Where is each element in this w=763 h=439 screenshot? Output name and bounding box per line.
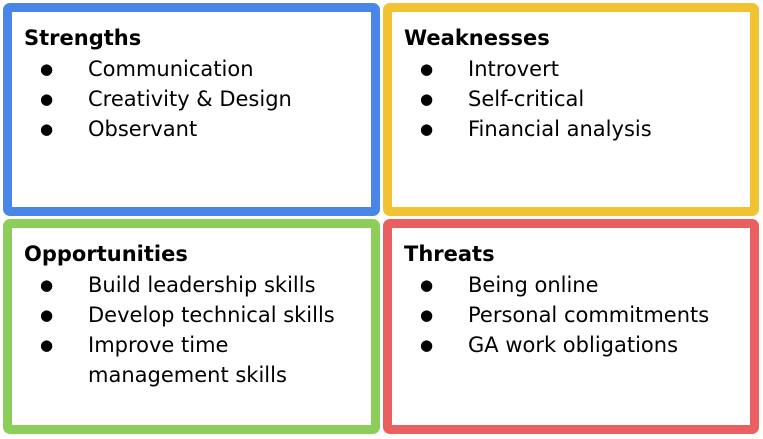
opportunities-list: ● Build leadership skills ● Develop techni… — [24, 270, 361, 390]
strengths-item-text: Creativity & Design — [88, 87, 292, 111]
bullet-icon: ● — [40, 306, 54, 324]
bullet-icon: ● — [40, 120, 54, 138]
weaknesses-quadrant: Weaknesses ● Introvert ● Self-critical ● Fi… — [383, 3, 759, 216]
opportunities-item-text: Improve time management skills — [88, 333, 287, 387]
threats-item: ● GA work obligations — [404, 330, 740, 360]
threats-item-text: Being online — [468, 273, 599, 297]
bullet-icon: ● — [420, 336, 434, 354]
threats-title: Threats — [404, 242, 495, 266]
opportunities-item: ● Improve time management skills — [24, 330, 361, 390]
threats-list: ● Being online ● Personal commitments ● GA … — [404, 270, 740, 360]
threats-item-text: Personal commitments — [468, 303, 710, 327]
threats-item: ● Being online — [404, 270, 740, 300]
threats-quadrant: Threats ● Being online ● Personal commitme… — [383, 219, 759, 434]
strengths-item: ● Creativity & Design — [24, 84, 361, 114]
strengths-list: ● Communication ● Creativity & Design ● Obs… — [24, 54, 361, 144]
bullet-icon: ● — [40, 60, 54, 78]
strengths-item-text: Communication — [88, 57, 254, 81]
opportunities-item-text: Develop technical skills — [88, 303, 335, 327]
opportunities-quadrant: Opportunities ● Build leadership skills ●… — [3, 219, 380, 434]
strengths-item: ● Communication — [24, 54, 361, 84]
threats-item: ● Personal commitments — [404, 300, 740, 330]
bullet-icon: ● — [40, 276, 54, 294]
threats-item-text: GA work obligations — [468, 333, 679, 357]
weaknesses-item: ● Self-critical — [404, 84, 740, 114]
opportunities-item: ● Build leadership skills — [24, 270, 361, 300]
strengths-item: ● Observant — [24, 114, 361, 144]
weaknesses-list: ● Introvert ● Self-critical ● Financial ana… — [404, 54, 740, 144]
bullet-icon: ● — [420, 60, 434, 78]
bullet-icon: ● — [420, 90, 434, 108]
weaknesses-title: Weaknesses — [404, 26, 550, 50]
opportunities-item: ● Develop technical skills — [24, 300, 361, 330]
bullet-icon: ● — [40, 336, 54, 354]
weaknesses-item-text: Financial analysis — [468, 117, 652, 141]
opportunities-item-text: Build leadership skills — [88, 273, 316, 297]
bullet-icon: ● — [420, 276, 434, 294]
strengths-item-text: Observant — [88, 117, 198, 141]
strengths-quadrant: Strengths ● Communication ● Creativity & D… — [3, 3, 380, 216]
bullet-icon: ● — [40, 90, 54, 108]
weaknesses-item: ● Financial analysis — [404, 114, 740, 144]
weaknesses-item: ● Introvert — [404, 54, 740, 84]
strengths-title: Strengths — [24, 26, 142, 50]
bullet-icon: ● — [420, 120, 434, 138]
opportunities-title: Opportunities — [24, 242, 188, 266]
weaknesses-item-text: Introvert — [468, 57, 559, 81]
weaknesses-item-text: Self-critical — [468, 87, 585, 111]
bullet-icon: ● — [420, 306, 434, 324]
